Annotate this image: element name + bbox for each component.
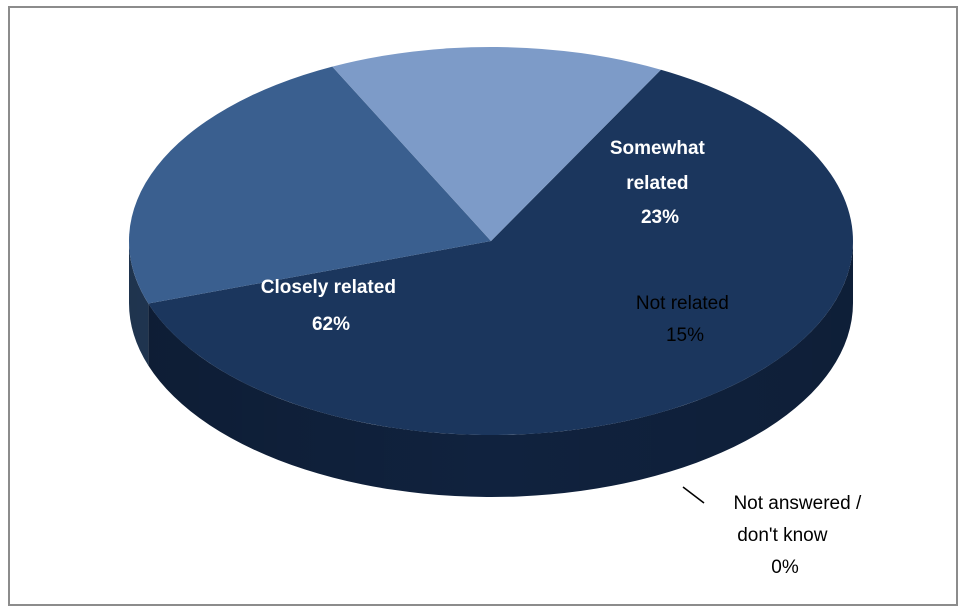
not-related-label-line1: Not related	[636, 293, 729, 314]
pie-wall-shading	[129, 241, 853, 497]
somewhat-related-label: Somewhat related 23%	[610, 138, 710, 228]
closely-related-label: Closely related 62%	[261, 277, 401, 335]
pie-chart: Closely related 62% Somewhat related 23%…	[128, 46, 866, 578]
somewhat-related-label-line1: Somewhat	[610, 138, 706, 159]
pie-slice-not-related	[332, 46, 661, 241]
not-related-value: 15%	[666, 325, 704, 346]
pie-slice-somewhat-related	[128, 66, 491, 304]
not-answered-label-line1: Not answered /	[733, 493, 862, 514]
somewhat-related-value: 23%	[641, 207, 679, 228]
pie-slice-closely-related	[148, 69, 853, 436]
pie-sides	[129, 241, 853, 498]
closely-related-label-line1: Closely related	[261, 277, 396, 298]
not-answered-label: Not answered / don't know 0%	[733, 493, 866, 578]
closely-related-value: 62%	[312, 314, 350, 335]
not-answered-value: 0%	[771, 557, 799, 578]
not-answered-label-line2: don't know	[737, 525, 828, 546]
somewhat-related-label-line2: related	[626, 173, 688, 194]
not-answered-leader-line	[682, 486, 705, 504]
pie-slices	[128, 46, 853, 436]
not-related-label: Not related 15%	[636, 293, 734, 346]
